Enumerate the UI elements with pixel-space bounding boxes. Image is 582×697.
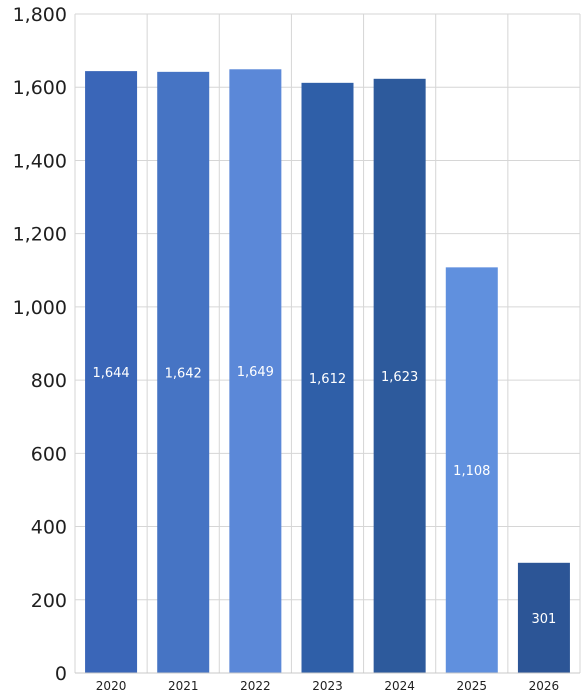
bar-2020	[85, 71, 138, 673]
y-tick-label: 400	[31, 517, 67, 539]
y-tick-label: 1,600	[13, 77, 67, 99]
x-tick-label: 2024	[384, 679, 415, 693]
y-tick-label: 0	[55, 663, 67, 685]
x-axis: 2020 2021 2022 2023 2024 2025 2026	[75, 672, 580, 693]
data-labels: 1,644 1,642 1,649 1,612 1,623 1,108 301	[92, 365, 556, 627]
bar-2022	[229, 69, 282, 673]
y-tick-label: 600	[31, 443, 67, 465]
y-axis: 0 200 400 600 800 1,000 1,200 1,400 1,600 1,800	[13, 4, 67, 685]
y-tick-label: 1,800	[13, 4, 67, 26]
bar-value-label: 1,642	[165, 366, 202, 381]
bar-value-label: 1,623	[381, 370, 418, 385]
bar-2026	[517, 562, 570, 673]
y-tick-label: 800	[31, 370, 67, 392]
bar-2024	[373, 78, 426, 674]
y-tick-label: 1,200	[13, 224, 67, 246]
bar-2025	[445, 267, 498, 673]
bar-2021	[157, 71, 210, 673]
y-tick-label: 1,400	[13, 150, 67, 172]
bar-value-label: 1,649	[237, 365, 274, 380]
bar-value-label: 1,612	[309, 372, 346, 387]
bars	[85, 69, 570, 674]
x-tick-label: 2021	[168, 679, 199, 693]
x-tick-label: 2022	[240, 679, 271, 693]
y-tick-label: 1,000	[13, 297, 67, 319]
x-tick-label: 2025	[457, 679, 488, 693]
x-tick-label: 2020	[96, 679, 127, 693]
x-tick-label: 2026	[529, 679, 560, 693]
x-tick-label: 2023	[312, 679, 343, 693]
bar-2023	[301, 82, 354, 674]
bar-value-label: 1,644	[92, 366, 129, 381]
y-tick-label: 200	[31, 590, 67, 612]
bar-value-label: 1,108	[453, 464, 490, 479]
bar-value-label: 301	[532, 612, 557, 627]
